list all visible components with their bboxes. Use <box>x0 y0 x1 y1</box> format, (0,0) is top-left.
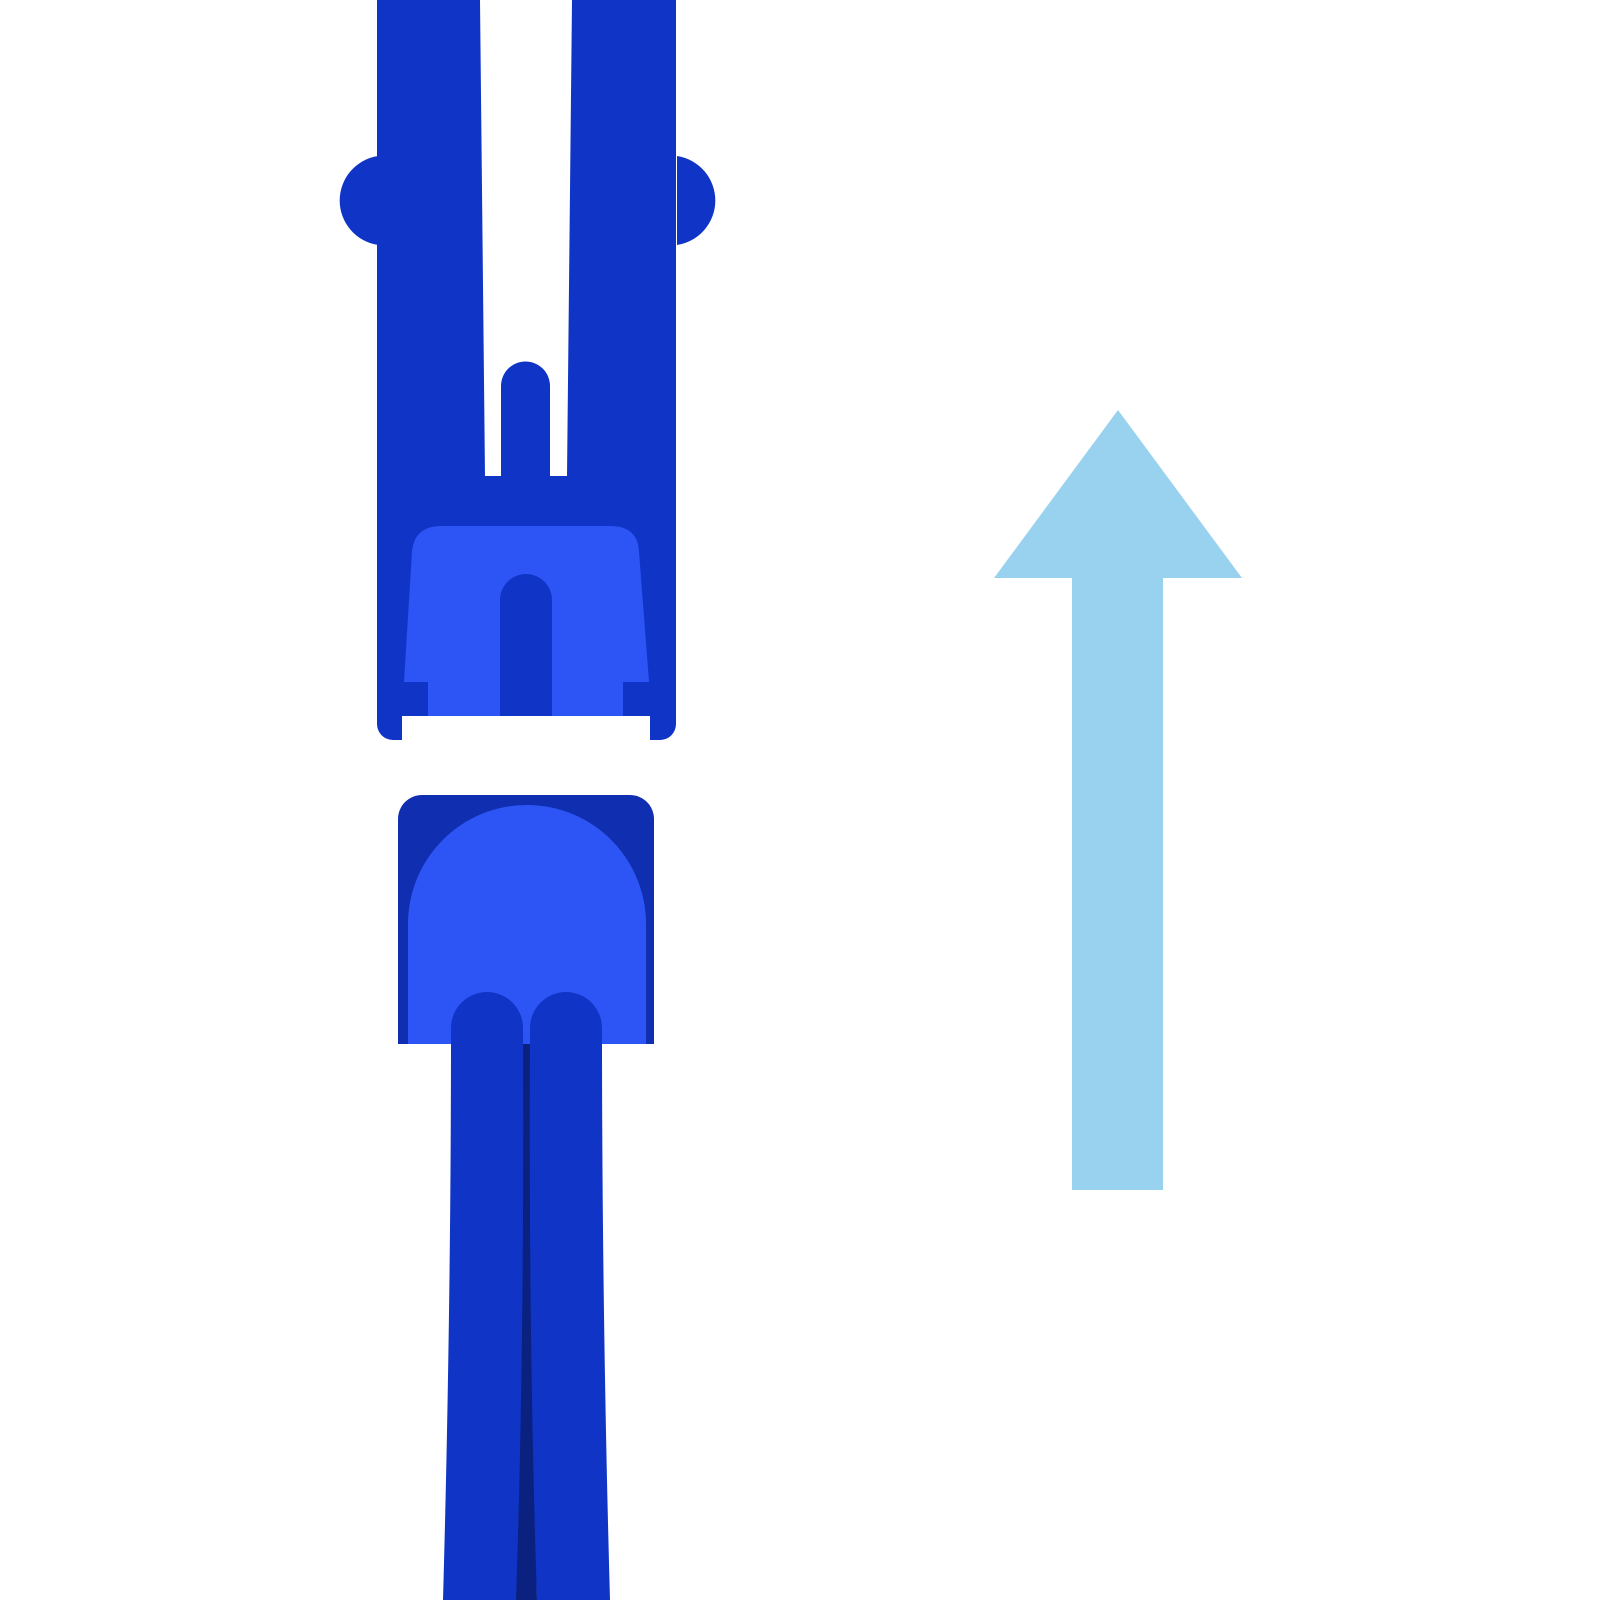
lower-connector <box>398 795 654 1600</box>
upper-plug-face <box>404 526 649 716</box>
lower-socket-face <box>408 805 646 1044</box>
arrow-up-icon <box>994 410 1242 1190</box>
lower-cable-left <box>443 992 524 1600</box>
lower-cable-right <box>529 992 610 1600</box>
right-knob <box>677 156 716 245</box>
upper-cable-body <box>339 0 716 740</box>
left-knob <box>339 156 378 245</box>
upper-connector <box>339 0 716 740</box>
